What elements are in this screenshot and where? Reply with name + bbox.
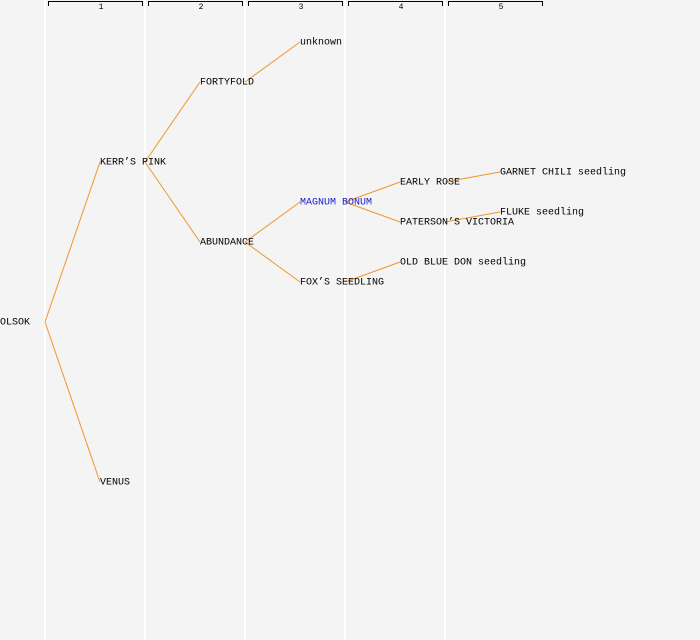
node-label[interactable]: KERR’S PINK [100,157,166,169]
node-label[interactable]: OLSOK [0,318,30,329]
generation-label: 4 [399,3,404,12]
node-label[interactable]: GARNET CHILI seedling [500,167,626,179]
edges [44,41,501,483]
node-label[interactable]: FLUKE seedling [500,207,584,219]
node-label[interactable]: VENUS [100,478,130,489]
columns [44,0,446,640]
node-label[interactable]: unknown [300,37,342,49]
node-label[interactable]: FORTYFOLD [200,78,254,89]
node-label[interactable]: ABUNDANCE [200,238,254,249]
generation-label: 1 [99,3,104,12]
generation-label: 2 [199,3,204,12]
node-label[interactable]: PATERSON’S VICTORIA [400,217,514,229]
node-label[interactable]: EARLY ROSE [400,178,460,189]
generation-headers: 1 2 3 4 5 [48,1,543,12]
nodes: OLSOK KERR’S PINK VENUS FORTYFOLD ABUNDA… [0,37,626,489]
node-label-selected[interactable]: MAGNUM BONUM [300,198,372,209]
generation-label: 3 [299,3,304,12]
node-label[interactable]: FOX’S SEEDLING [300,277,384,289]
node-label[interactable]: OLD BLUE DON seedling [400,257,526,269]
generation-label: 5 [499,3,504,12]
